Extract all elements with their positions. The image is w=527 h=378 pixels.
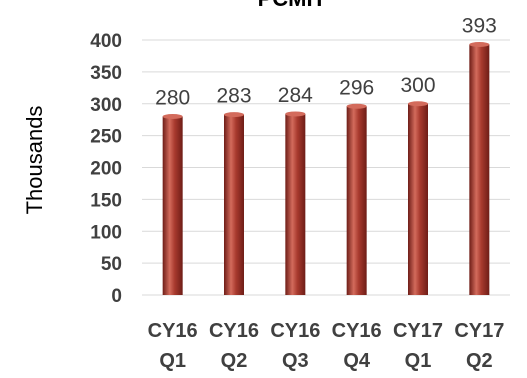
data-label: 296 [339,76,374,99]
data-label: 300 [400,74,435,97]
x-tick-label: CY17 Q2 [454,320,504,372]
y-tick-label: 400 [90,31,122,52]
y-tick-label: 0 [111,286,122,307]
chart-title: PCMH [258,0,323,11]
y-tick-label: 250 [90,127,122,148]
y-tick-label: 350 [90,63,122,84]
bar [346,103,367,295]
bar-body [162,116,183,295]
y-tick-label: 200 [90,159,122,180]
bar-cap [408,101,428,107]
bar [285,111,306,295]
bars [162,41,490,296]
y-tick-labels: 0 50 100 150 200 250 300 350 400 [90,31,122,307]
data-label: 283 [216,85,251,108]
bar-body [408,103,428,295]
bar [469,41,490,296]
data-label: 284 [278,84,313,107]
bar-cap [285,111,306,117]
x-tick-label: CY16 Q1 [148,320,198,372]
gridlines [142,39,510,296]
bar-body [469,44,490,296]
data-labels: 280 283 284 296 300 393 [155,14,497,109]
bar-body [285,113,306,295]
y-tick-label: 100 [90,222,122,243]
y-tick-label: 50 [101,254,122,275]
x-tick-label: CY16 Q2 [209,320,259,372]
y-tick-label: 150 [90,190,122,211]
bar-cap [162,114,183,119]
y-axis-label: Thousands [22,106,47,215]
y-tick-label: 300 [90,95,122,116]
bar [162,114,183,295]
data-label: 393 [462,14,497,37]
x-tick-label: CY16 Q3 [270,320,320,372]
bar [408,101,428,295]
bar [224,112,244,296]
bar-cap [346,103,367,109]
x-tick-label: CY16 Q4 [332,320,382,372]
bar-body [224,114,244,296]
bar-cap [469,41,490,47]
x-tick-label: CY17 Q1 [393,320,443,372]
data-label: 280 [155,87,190,110]
bar-body [346,106,367,295]
bar-cap [224,112,244,118]
